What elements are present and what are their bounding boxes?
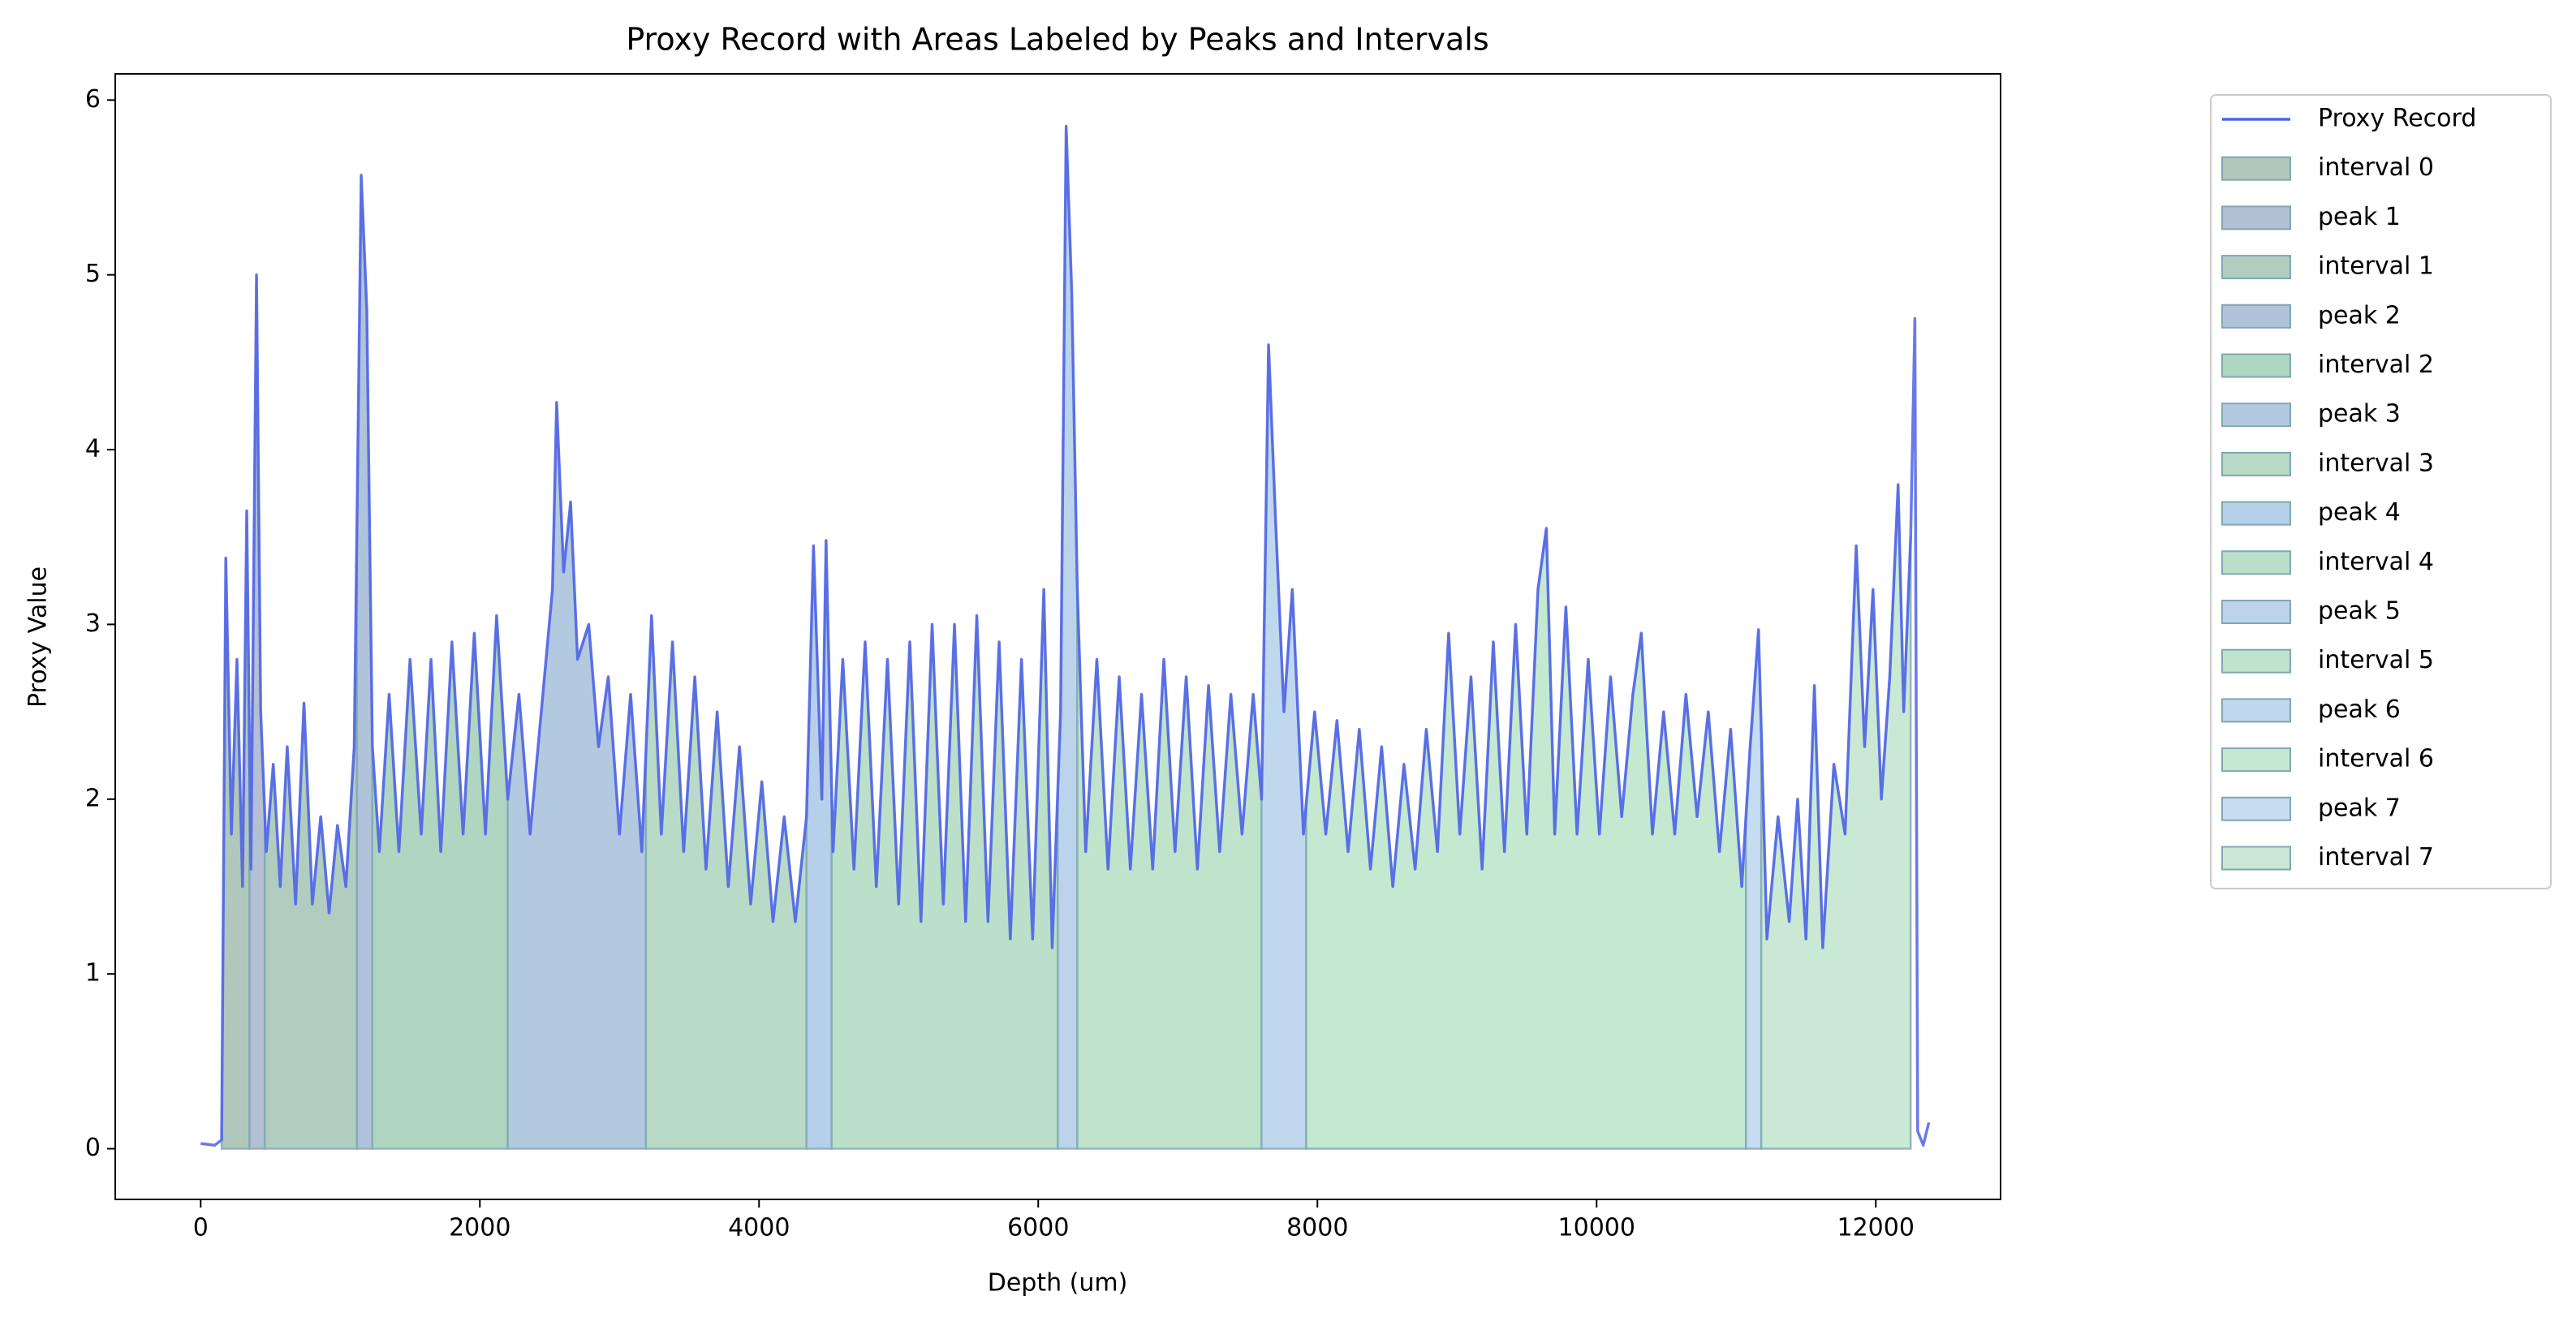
x-tick-label: 12000 — [1837, 1214, 1915, 1242]
area — [371, 615, 509, 1150]
legend-patch — [2221, 451, 2291, 476]
legend-label: peak 2 — [2318, 301, 2401, 329]
y-tick-label: 4 — [85, 435, 101, 463]
legend-label: interval 5 — [2318, 646, 2434, 674]
y-axis-label: Proxy Value — [24, 566, 53, 708]
legend-label: Proxy Record — [2318, 105, 2476, 133]
x-tick-label: 8000 — [1286, 1214, 1348, 1242]
y-tick-label: 1 — [85, 959, 101, 988]
legend-label: peak 5 — [2318, 597, 2401, 626]
x-tick-label: 4000 — [728, 1214, 790, 1242]
legend-patch — [2221, 698, 2291, 723]
y-tick-label: 3 — [85, 609, 101, 638]
legend-label: interval 7 — [2318, 843, 2434, 872]
legend-patch — [2221, 403, 2291, 428]
legend-box — [2210, 94, 2552, 889]
y-tick-label: 2 — [85, 784, 101, 812]
plot-frame — [114, 73, 2001, 1200]
legend-label: interval 3 — [2318, 449, 2434, 477]
legend-patch — [2221, 796, 2291, 821]
x-axis-label: Depth (um) — [988, 1269, 1128, 1298]
x-tick-label: 2000 — [449, 1214, 510, 1242]
legend-patch — [2221, 550, 2291, 575]
chart-title: Proxy Record with Areas Labeled by Peaks… — [626, 22, 1488, 58]
legend-patch — [2221, 501, 2291, 526]
legend-patch — [2221, 156, 2291, 181]
y-tick-label: 5 — [85, 260, 101, 288]
legend-label: interval 1 — [2318, 252, 2434, 281]
area — [264, 518, 359, 1150]
legend-label: interval 2 — [2318, 351, 2434, 379]
legend-patch — [2221, 255, 2291, 280]
legend-patch — [2221, 600, 2291, 624]
legend-label: peak 1 — [2318, 203, 2401, 231]
x-tick-label: 6000 — [1007, 1214, 1069, 1242]
legend-patch — [2221, 205, 2291, 230]
area — [1760, 484, 1912, 1150]
line — [200, 124, 1931, 1147]
legend-label: peak 3 — [2318, 400, 2401, 428]
legend-label: peak 7 — [2318, 794, 2401, 822]
legend-patch — [2221, 648, 2291, 674]
legend-patch — [2221, 353, 2291, 378]
area — [1076, 589, 1263, 1150]
x-tick-label: 0 — [193, 1214, 209, 1242]
legend-label: peak 6 — [2318, 695, 2401, 724]
legend-label: peak 4 — [2318, 498, 2401, 527]
legend-patch — [2221, 846, 2291, 871]
x-tick-label: 10000 — [1558, 1214, 1635, 1242]
legend-label: interval 0 — [2318, 153, 2434, 182]
y-tick-label: 0 — [85, 1134, 101, 1162]
legend-patch — [2221, 304, 2291, 329]
legend-label: interval 4 — [2318, 548, 2434, 576]
legend-label: interval 6 — [2318, 745, 2434, 773]
y-tick-label: 6 — [85, 85, 101, 114]
legend-patch — [2221, 747, 2291, 773]
